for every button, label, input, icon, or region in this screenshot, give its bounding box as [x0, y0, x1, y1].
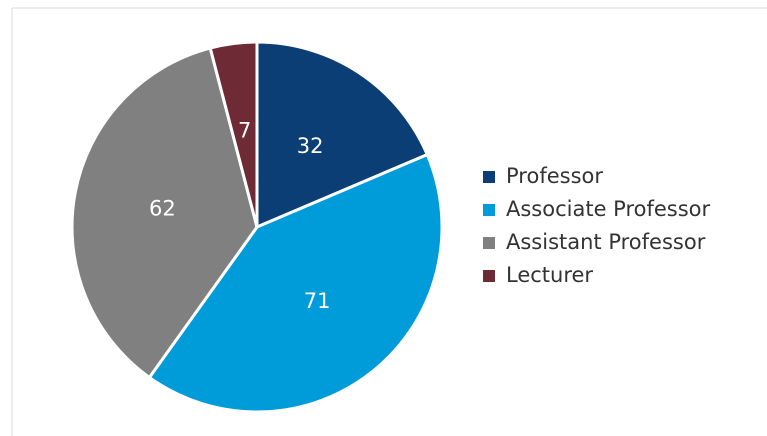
legend-label: Associate Professor — [506, 197, 711, 221]
pie-slice — [255, 40, 430, 230]
slice-label: 7 — [238, 119, 251, 143]
pie-slice — [147, 152, 444, 414]
legend-label: Lecturer — [506, 263, 593, 287]
legend-swatch — [483, 204, 495, 216]
legend-swatch — [483, 171, 495, 183]
legend-swatch — [483, 237, 495, 249]
pie-slice — [70, 46, 259, 380]
slice-label: 71 — [304, 289, 331, 313]
slice-label: 62 — [149, 197, 176, 221]
legend-label: Assistant Professor — [506, 230, 706, 254]
slice-label: 32 — [297, 134, 324, 158]
legend-label: Professor — [506, 164, 603, 188]
pie-slice — [208, 40, 259, 228]
legend-swatch — [483, 270, 495, 282]
